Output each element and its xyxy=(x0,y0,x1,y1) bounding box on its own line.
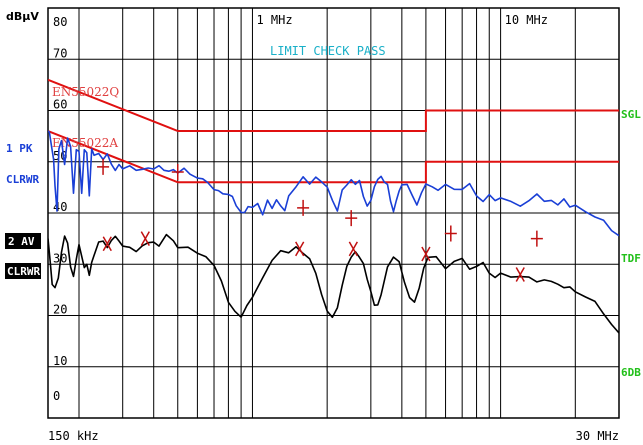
x-axis-label: 150 kHz xyxy=(48,429,99,443)
average-marker xyxy=(140,231,150,246)
trace2-detector-label: 2 AV xyxy=(8,235,35,248)
average-marker xyxy=(295,241,305,257)
limit-line-en55022a xyxy=(48,130,619,184)
tdf-annotation: TDF xyxy=(621,252,641,265)
limit-check-status: LIMIT CHECK PASS xyxy=(270,44,386,58)
average-marker xyxy=(102,236,112,252)
x-axis-label: 10 MHz xyxy=(505,13,548,27)
peak-marker xyxy=(530,230,543,247)
trace2-label-bg-2 xyxy=(5,263,41,279)
limit-line-label: EN55022Q xyxy=(52,85,119,99)
y-tick-label: 40 xyxy=(53,200,67,214)
y-tick-label: 20 xyxy=(53,303,67,317)
unit-label: dBµV xyxy=(6,10,39,23)
y-tick-label: 70 xyxy=(53,46,67,60)
left-trace-labels: 1 PK CLRWR 2 AV CLRWR xyxy=(5,142,41,279)
trace-1 xyxy=(48,130,619,237)
y-tick-label: 0 xyxy=(53,389,60,403)
average-marker xyxy=(348,241,358,257)
trace1-mode-label: CLRWR xyxy=(6,173,39,186)
trace-2 xyxy=(48,233,619,334)
y-tick-label: 60 xyxy=(53,98,67,112)
peak-marker xyxy=(444,225,457,242)
average-marker xyxy=(421,246,431,262)
traces xyxy=(48,130,619,334)
trace2-mode-label: CLRWR xyxy=(7,265,40,278)
limit-line-en55022q xyxy=(48,78,619,132)
trace2-label-bg-1 xyxy=(5,233,41,249)
average-marker xyxy=(515,267,525,282)
peak-marker xyxy=(171,164,184,180)
peak-marker xyxy=(345,210,358,227)
x-axis-labels: 150 kHz 30 MHz 1 MHz 10 MHz xyxy=(48,13,619,443)
peak-marker xyxy=(97,158,110,175)
trace1-detector-label: 1 PK xyxy=(6,142,33,155)
x-axis-label: 30 MHz xyxy=(576,429,619,443)
markers xyxy=(97,158,543,282)
sgl-annotation: SGL xyxy=(621,108,641,121)
right-annotations: SGL TDF 6DB xyxy=(621,108,641,379)
y-tick-label: 10 xyxy=(53,354,67,368)
grid xyxy=(48,8,619,418)
peak-marker xyxy=(297,199,310,216)
y-tick-label: 80 xyxy=(53,15,67,29)
x-axis-label: 1 MHz xyxy=(256,13,292,27)
6db-annotation: 6DB xyxy=(621,366,641,379)
